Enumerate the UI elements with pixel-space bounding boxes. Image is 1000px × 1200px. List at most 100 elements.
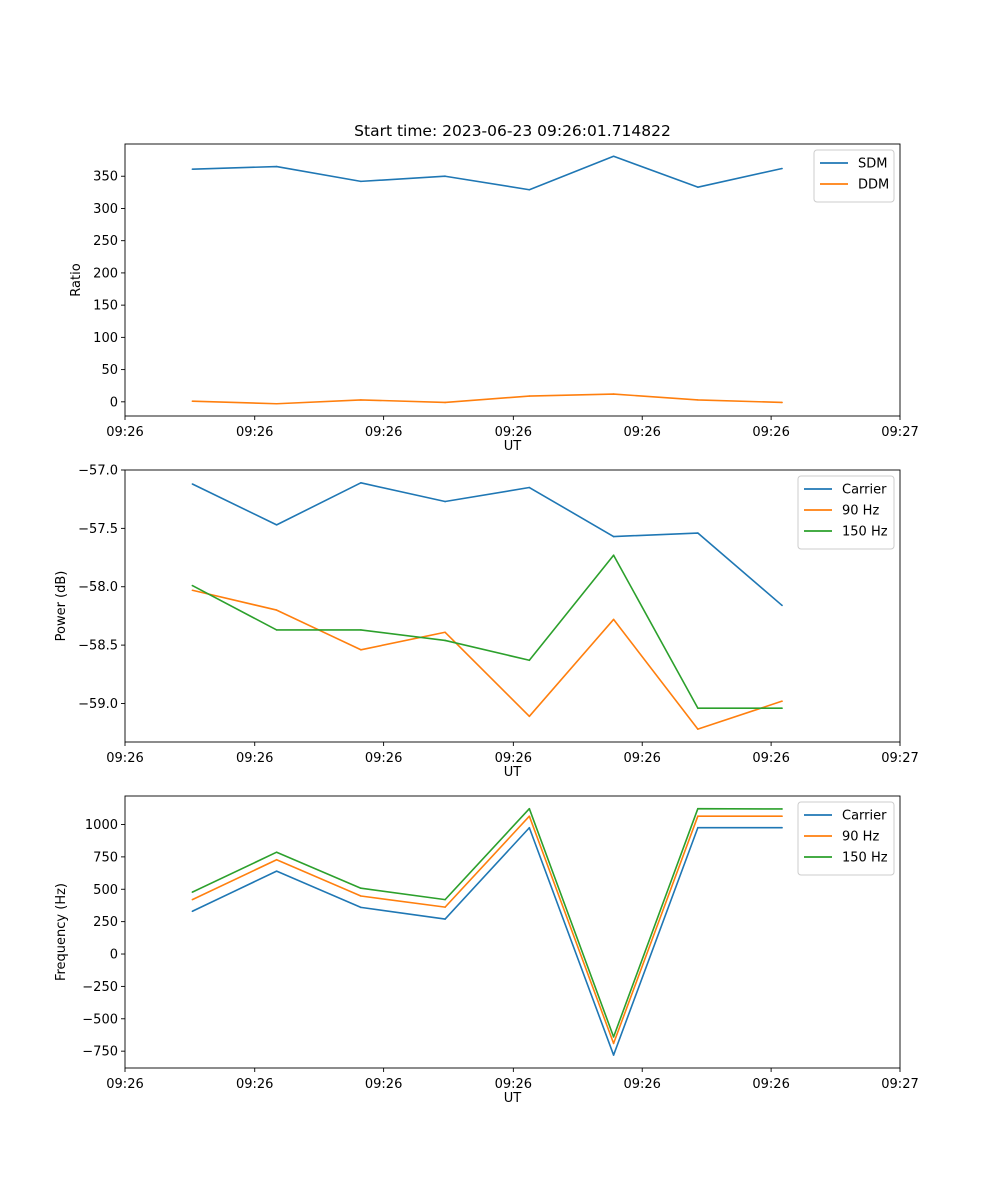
data-point — [191, 910, 194, 913]
data-point — [612, 1042, 615, 1045]
data-point — [191, 898, 194, 901]
y-tick-label: −250 — [82, 980, 118, 995]
data-point — [275, 609, 278, 611]
data-point — [275, 165, 278, 168]
legend-entry: 90 Hz — [842, 504, 879, 519]
data-point — [191, 168, 194, 170]
series-line-ddm — [192, 393, 783, 405]
data-point — [612, 393, 615, 395]
data-point — [275, 858, 278, 861]
series-line-sdm — [192, 155, 783, 191]
y-tick-label: 350 — [93, 170, 118, 185]
x-tick-label: 09:26 — [106, 1077, 143, 1092]
data-point — [360, 482, 362, 484]
data-point — [697, 707, 699, 709]
y-tick-label: 0 — [110, 948, 118, 963]
data-point — [275, 524, 278, 526]
plot-frame — [124, 143, 901, 417]
data-point — [360, 629, 362, 631]
data-point — [360, 399, 362, 401]
data-point — [528, 815, 531, 818]
data-point — [697, 532, 699, 534]
data-point — [191, 483, 194, 485]
data-point — [528, 188, 531, 191]
x-axis-label: UT — [504, 1091, 522, 1106]
data-point — [528, 659, 531, 662]
data-point — [444, 500, 446, 503]
data-point — [360, 906, 362, 909]
y-tick-label: −500 — [82, 1012, 118, 1027]
data-point — [697, 728, 699, 730]
data-point — [191, 400, 194, 402]
data-point — [444, 906, 446, 908]
series-line-90-hz — [192, 589, 783, 730]
x-tick-label: 09:26 — [365, 425, 402, 440]
data-point — [444, 175, 446, 178]
data-point — [275, 629, 278, 631]
x-tick-label: 09:26 — [236, 751, 273, 766]
y-tick-label: 100 — [93, 331, 118, 346]
y-tick-label: −58.0 — [78, 580, 118, 595]
chart-panel-3: 09:26 09:26 09:26 09:26 09:26 09:26 09:27 1000 7… — [54, 795, 919, 1106]
data-point — [444, 401, 446, 404]
data-point — [191, 589, 194, 592]
data-point — [781, 826, 783, 829]
data-point — [697, 815, 699, 818]
y-tick-label: −58.5 — [78, 639, 118, 654]
data-point — [697, 399, 699, 401]
chart-panel-2: 09:26 09:26 09:26 09:26 09:26 09:26 09:27 −57.0… — [54, 464, 919, 781]
x-tick-label: 09:26 — [752, 425, 789, 440]
data-point — [275, 870, 278, 872]
x-tick-label: 09:26 — [236, 425, 273, 440]
plot-frame — [124, 795, 901, 1069]
x-tick-label: 09:26 — [752, 1077, 789, 1092]
data-point — [528, 486, 531, 489]
data-point — [275, 402, 278, 405]
series-line-carrier — [192, 826, 783, 1056]
data-point — [444, 639, 446, 642]
data-point — [612, 535, 615, 538]
data-point — [612, 1054, 615, 1056]
legend-entry: 90 Hz — [842, 830, 879, 845]
data-point — [360, 648, 362, 651]
data-point — [444, 631, 446, 634]
x-tick-label: 09:26 — [365, 751, 402, 766]
y-tick-label: 50 — [101, 363, 118, 378]
y-tick-label: 300 — [93, 202, 118, 217]
y-tick-label: 750 — [93, 850, 118, 865]
data-point — [612, 1036, 615, 1038]
x-tick-label: 09:26 — [623, 1077, 660, 1092]
y-tick-label: −59.0 — [78, 697, 118, 712]
data-point — [781, 604, 783, 607]
x-tick-label: 09:27 — [881, 751, 918, 766]
y-tick-label: 250 — [93, 234, 118, 249]
y-tick-label: 250 — [93, 915, 118, 930]
legend-entry: Carrier — [842, 809, 887, 824]
series-line-90-hz — [192, 815, 783, 1045]
y-tick-label: 150 — [93, 299, 118, 314]
data-point — [697, 807, 699, 810]
data-point — [697, 826, 699, 829]
y-tick-label: 500 — [93, 883, 118, 898]
data-point — [781, 808, 783, 810]
series-line-150-hz — [192, 554, 783, 709]
y-tick-label: −57.0 — [78, 464, 118, 479]
data-point — [781, 401, 783, 404]
legend-entry: SDM — [858, 157, 887, 172]
plot-frame — [124, 469, 901, 743]
x-tick-label: 09:26 — [495, 425, 532, 440]
data-point — [612, 618, 615, 621]
data-point — [528, 395, 531, 397]
data-point — [781, 167, 783, 170]
data-point — [191, 891, 194, 893]
x-tick-label: 09:26 — [623, 751, 660, 766]
data-point — [612, 155, 615, 158]
data-point — [781, 707, 783, 709]
data-point — [360, 895, 362, 897]
y-axis-label: Power (dB) — [54, 571, 69, 642]
data-point — [444, 918, 446, 920]
y-tick-label: −57.5 — [78, 522, 118, 537]
legend-entry: DDM — [858, 178, 889, 193]
legend-entry: 150 Hz — [842, 851, 888, 866]
